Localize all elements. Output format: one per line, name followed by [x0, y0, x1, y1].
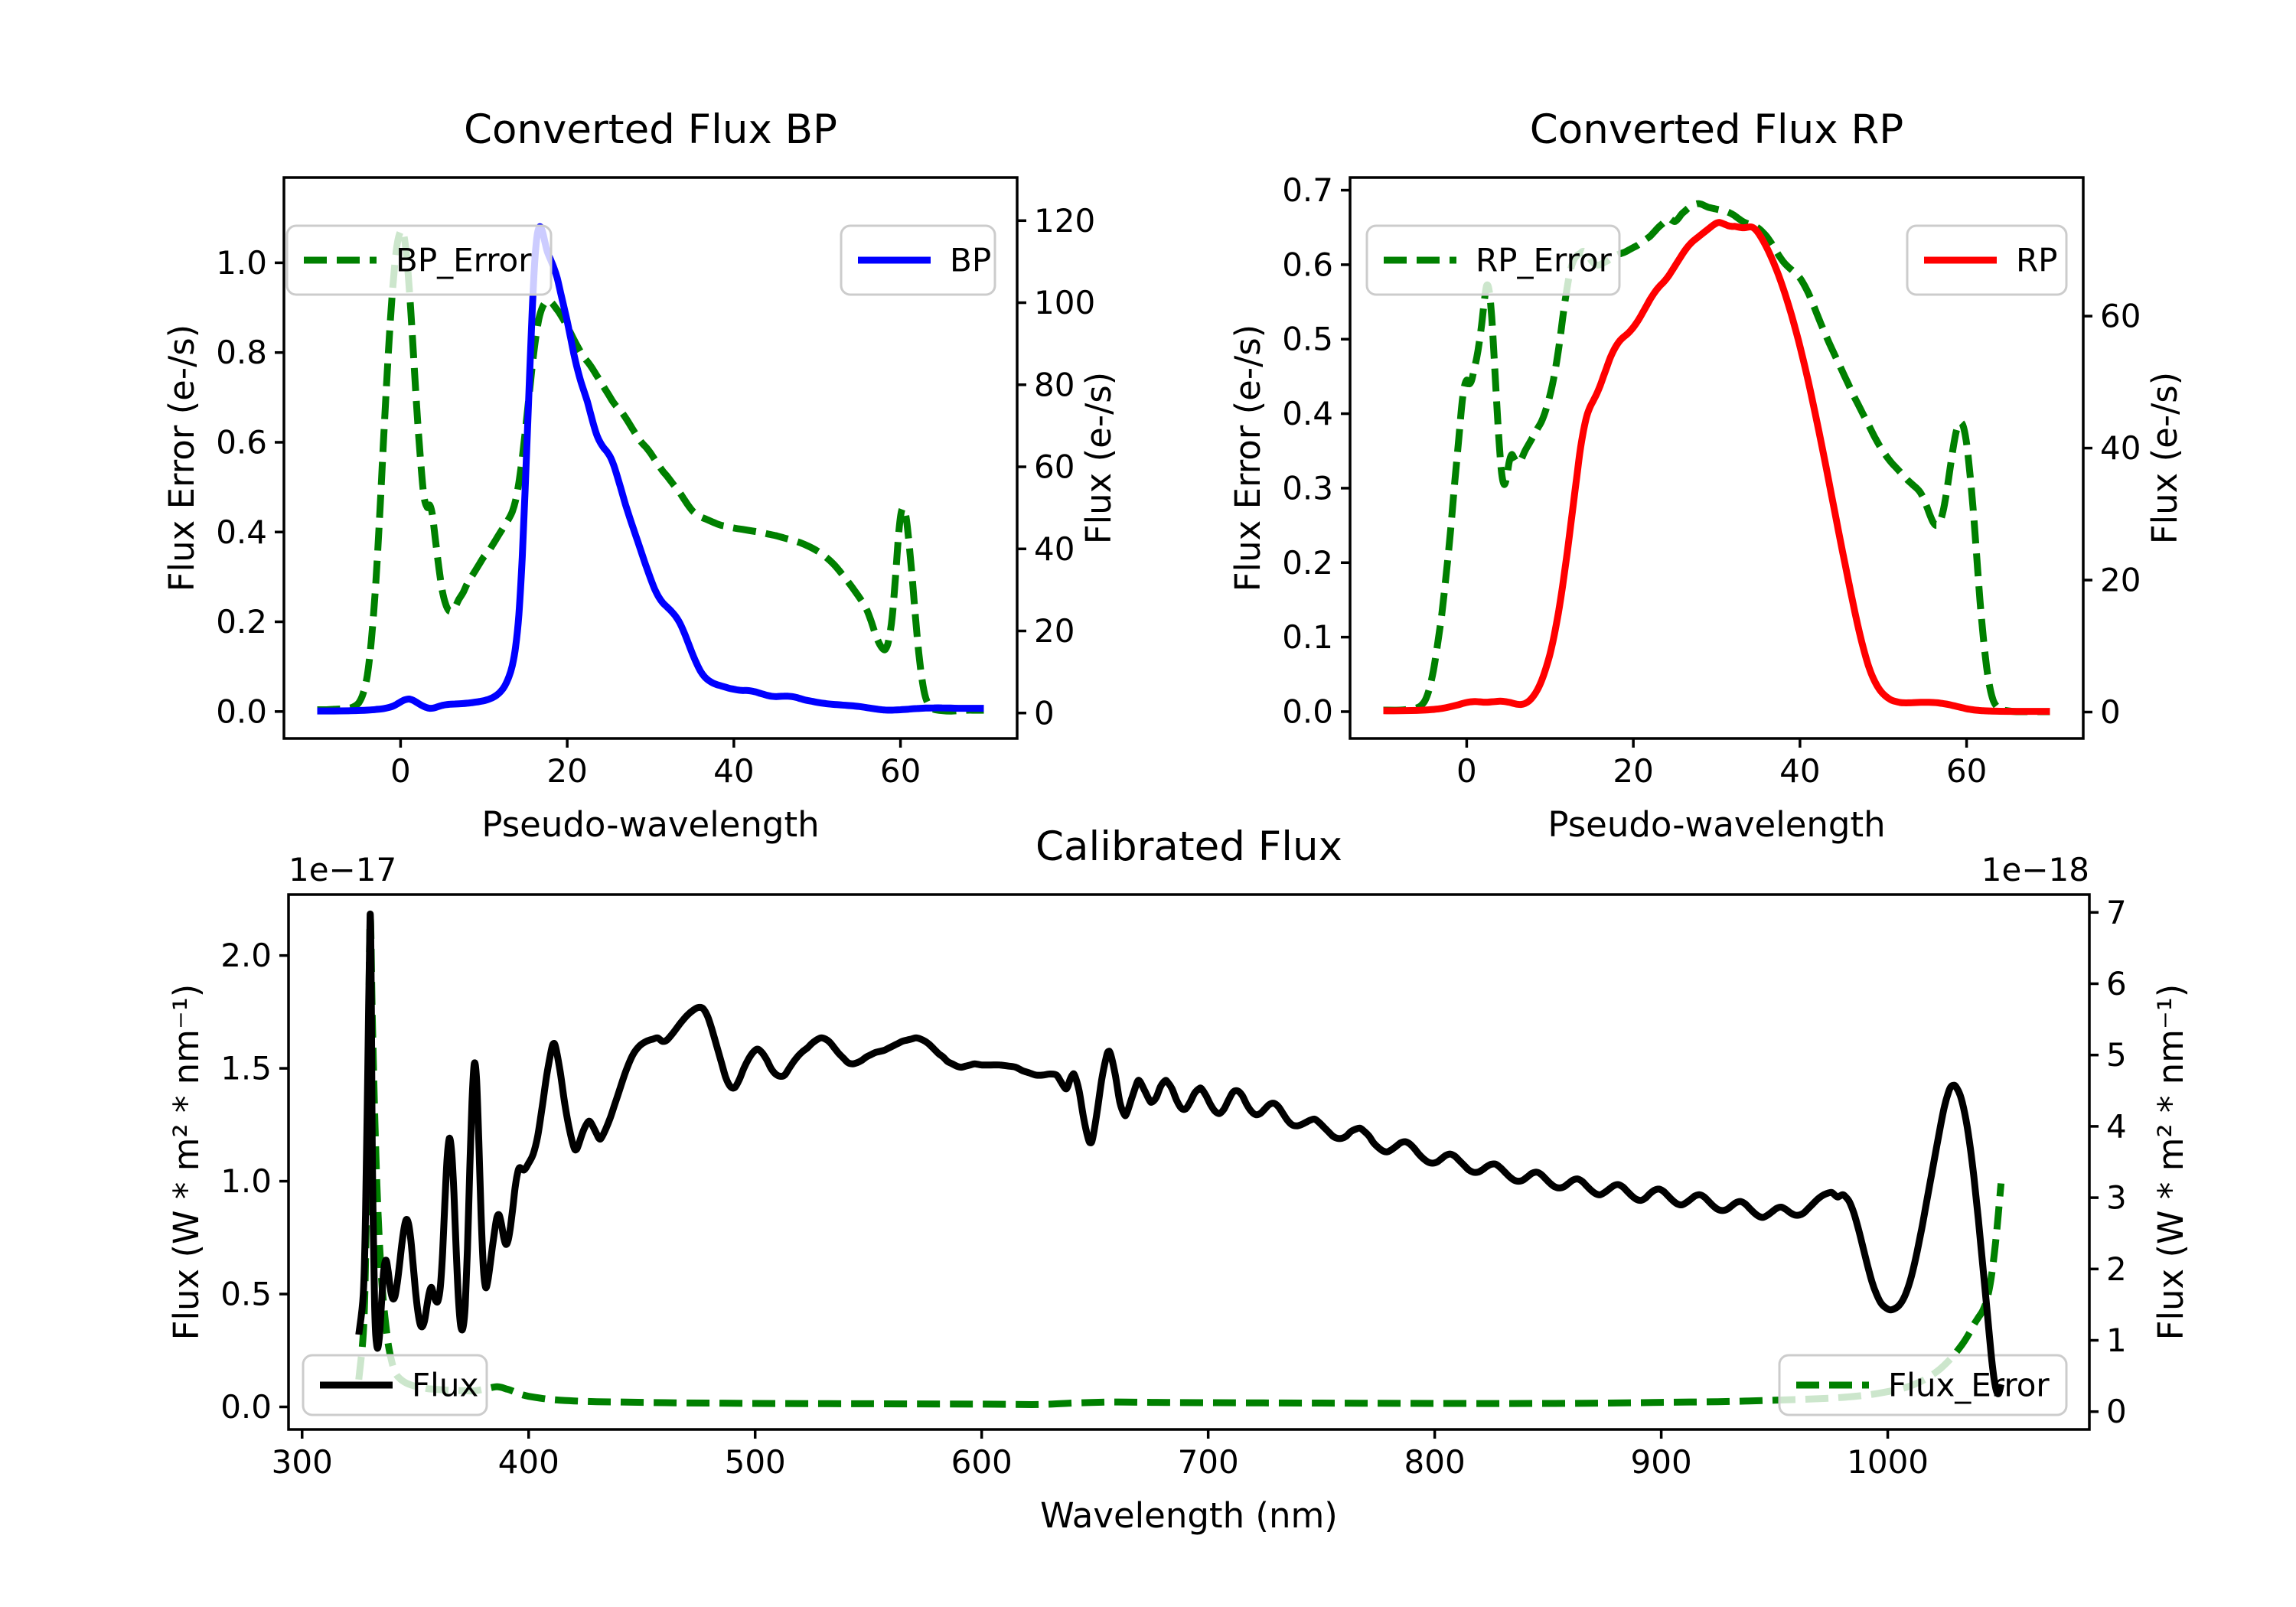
right-tick-label: 100 — [1034, 284, 1095, 321]
right-tick-label: 80 — [1034, 366, 1075, 403]
x-tick-label: 1000 — [1847, 1443, 1929, 1481]
rp-error-curve — [1383, 200, 2050, 715]
left-tick-label: 0.6 — [1282, 246, 1333, 283]
legend-label: Flux_Error — [1888, 1367, 2050, 1404]
x-tick-label: 800 — [1404, 1443, 1466, 1481]
right-tick-label: 40 — [1034, 530, 1075, 568]
bp-error-curve — [317, 227, 984, 715]
right-axis-label: Flux (e-/s) — [1078, 372, 1119, 544]
left-tick-label: 0.0 — [1282, 693, 1333, 730]
legend-rp: RP — [1906, 224, 2068, 296]
legend-label: RP_Error — [1476, 242, 1613, 279]
right-tick-label: 60 — [1034, 448, 1075, 486]
left-offset-text: 1e−17 — [289, 851, 396, 888]
x-axis-label: Wavelength (nm) — [1040, 1495, 1338, 1536]
right-tick-label: 2 — [2106, 1250, 2127, 1288]
left-tick-label: 0.5 — [1282, 321, 1333, 358]
left-axis-label: Flux (W * m² * nm⁻¹) — [166, 984, 207, 1341]
legend-label: BP_Error — [396, 242, 532, 279]
x-tick-label: 0 — [1456, 752, 1477, 790]
left-tick-label: 0.8 — [216, 334, 267, 371]
bp-curve — [317, 223, 984, 715]
left-tick-label: 0.1 — [1282, 618, 1333, 656]
x-tick-label: 20 — [546, 752, 587, 790]
right-tick-label: 4 — [2106, 1107, 2127, 1145]
axes-spines — [287, 893, 2091, 1431]
left-tick-label: 0.6 — [216, 423, 267, 461]
axes-spines — [1349, 176, 2085, 740]
x-tick-label: 300 — [272, 1443, 333, 1481]
right-tick-label: 60 — [2100, 298, 2141, 335]
left-tick-label: 0.0 — [220, 1388, 272, 1426]
flux-curve — [355, 910, 2004, 1397]
x-tick-label: 60 — [1946, 752, 1987, 790]
right-tick-label: 0 — [2100, 693, 2121, 731]
left-tick-label: 0.3 — [1282, 469, 1333, 507]
chart-bp: BP_Error BP 0 20 40 60 0.0 0.2 0.4 0.6 0.8 1.0 0 20 40… — [161, 106, 1119, 845]
rp-curve — [1383, 219, 2050, 715]
right-tick-label: 40 — [2100, 429, 2141, 467]
left-tick-label: 0.0 — [216, 693, 267, 730]
flux-error-curve — [355, 914, 2005, 1408]
left-axis-label: Flux Error (e-/s) — [161, 324, 202, 592]
right-tick-label: 6 — [2106, 965, 2127, 1002]
left-tick-label: 0.5 — [220, 1276, 272, 1313]
legend-flux_error: Flux_Error — [1778, 1354, 2068, 1416]
x-tick-label: 20 — [1613, 752, 1653, 790]
left-tick-label: 1.5 — [220, 1050, 272, 1087]
legend-box — [285, 224, 553, 296]
right-tick-label: 0 — [2106, 1393, 2127, 1430]
left-tick-label: 0.4 — [216, 513, 267, 551]
left-axis-label: Flux Error (e-/s) — [1228, 324, 1268, 592]
legend-label: Flux — [412, 1367, 478, 1404]
right-tick-label: 1 — [2106, 1322, 2127, 1359]
legend-label: RP — [2016, 242, 2058, 279]
right-axis-label: Flux (e-/s) — [2144, 372, 2185, 544]
left-tick-label: 0.2 — [216, 603, 267, 641]
chart-title: Converted Flux RP — [1530, 106, 1903, 153]
chart-rp: RP_Error RP 0 20 40 60 0.0 0.1 0.2 0.3 0.4 0.5 0.6 0.… — [1228, 106, 2185, 845]
right-tick-label: 3 — [2106, 1179, 2127, 1217]
legend-rp_error: RP_Error — [1365, 224, 1621, 296]
x-axis-label: Pseudo-wavelength — [1548, 804, 1885, 845]
right-tick-label: 120 — [1034, 202, 1095, 240]
chart-title: Converted Flux BP — [464, 106, 837, 153]
legend-bp: BP — [840, 224, 996, 296]
x-tick-label: 0 — [390, 752, 411, 790]
legend-label: BP — [950, 242, 991, 279]
right-tick-label: 20 — [1034, 612, 1075, 650]
right-tick-label: 7 — [2106, 894, 2127, 931]
x-tick-label: 500 — [725, 1443, 786, 1481]
x-tick-label: 60 — [880, 752, 921, 790]
right-axis-label: Flux (W * m² * nm⁻¹) — [2151, 984, 2191, 1341]
chart-calibrated: Flux_Error Flux 300 400 500 600 700 800 900 1000 0… — [166, 823, 2191, 1536]
x-tick-label: 40 — [713, 752, 754, 790]
legend-flux: Flux — [302, 1354, 488, 1416]
left-tick-label: 1.0 — [216, 244, 267, 282]
axes-spines — [282, 176, 1019, 740]
left-tick-label: 0.7 — [1282, 171, 1333, 209]
right-tick-label: 5 — [2106, 1036, 2127, 1074]
chart-title: Calibrated Flux — [1035, 823, 1342, 870]
left-tick-label: 0.4 — [1282, 395, 1333, 432]
legend-box — [1365, 224, 1621, 296]
x-tick-label: 600 — [951, 1443, 1013, 1481]
left-tick-label: 2.0 — [220, 937, 272, 974]
legend-box — [302, 1354, 488, 1416]
x-tick-label: 900 — [1631, 1443, 1692, 1481]
legend-bp_error: BP_Error — [285, 224, 553, 296]
left-tick-label: 1.0 — [220, 1162, 272, 1200]
x-tick-label: 700 — [1178, 1443, 1239, 1481]
x-axis-label: Pseudo-wavelength — [481, 804, 819, 845]
x-tick-label: 40 — [1779, 752, 1820, 790]
right-tick-label: 20 — [2100, 562, 2141, 599]
right-tick-label: 0 — [1034, 694, 1055, 732]
x-tick-label: 400 — [498, 1443, 559, 1481]
right-offset-text: 1e−18 — [1981, 851, 2089, 888]
left-tick-label: 0.2 — [1282, 544, 1333, 582]
